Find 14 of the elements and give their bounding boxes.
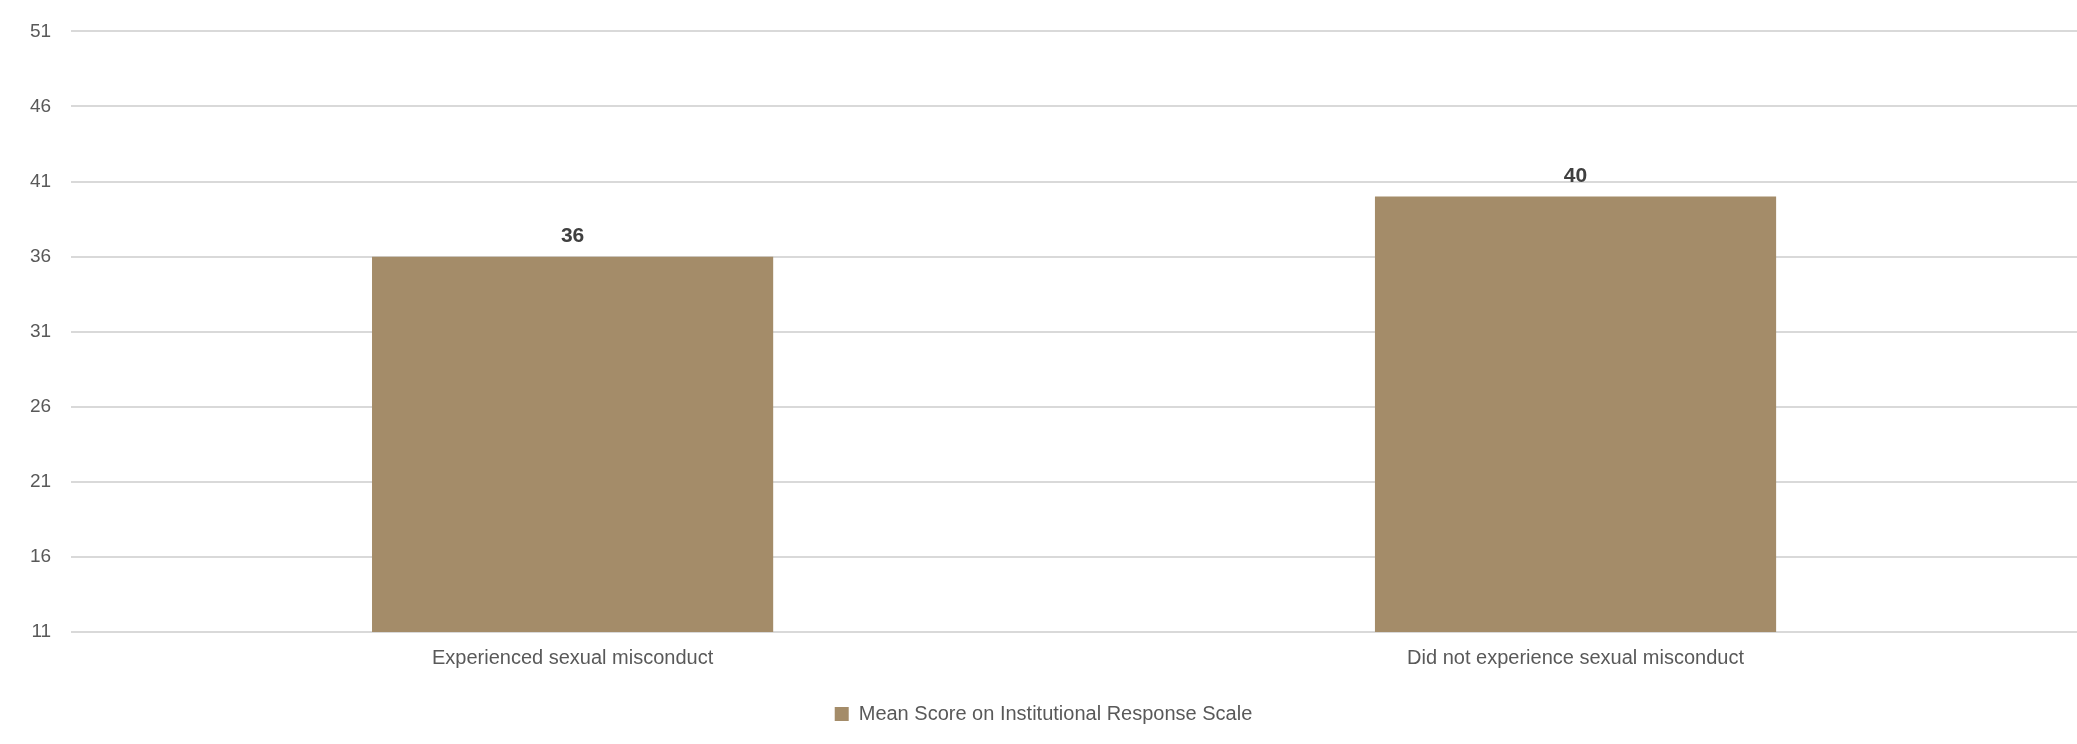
y-tick-label: 26 (29, 395, 52, 417)
legend-label: Mean Score on Institutional Response Scale (858, 701, 1253, 724)
y-tick-label: 51 (29, 19, 52, 41)
x-tick-label: Did not experience sexual misconduct (1407, 645, 1745, 668)
y-tick-label: 41 (29, 169, 52, 191)
data-label: 40 (1563, 162, 1588, 186)
y-tick-label: 21 (29, 470, 52, 492)
y-tick-label: 46 (29, 94, 52, 116)
y-tick-label: 31 (29, 319, 52, 341)
y-tick-label: 36 (29, 244, 52, 266)
data-label: 36 (560, 222, 585, 246)
y-tick-label: 11 (31, 620, 52, 642)
y-tick-label: 16 (29, 545, 52, 567)
x-tick-label: Experienced sexual misconduct (431, 645, 714, 668)
